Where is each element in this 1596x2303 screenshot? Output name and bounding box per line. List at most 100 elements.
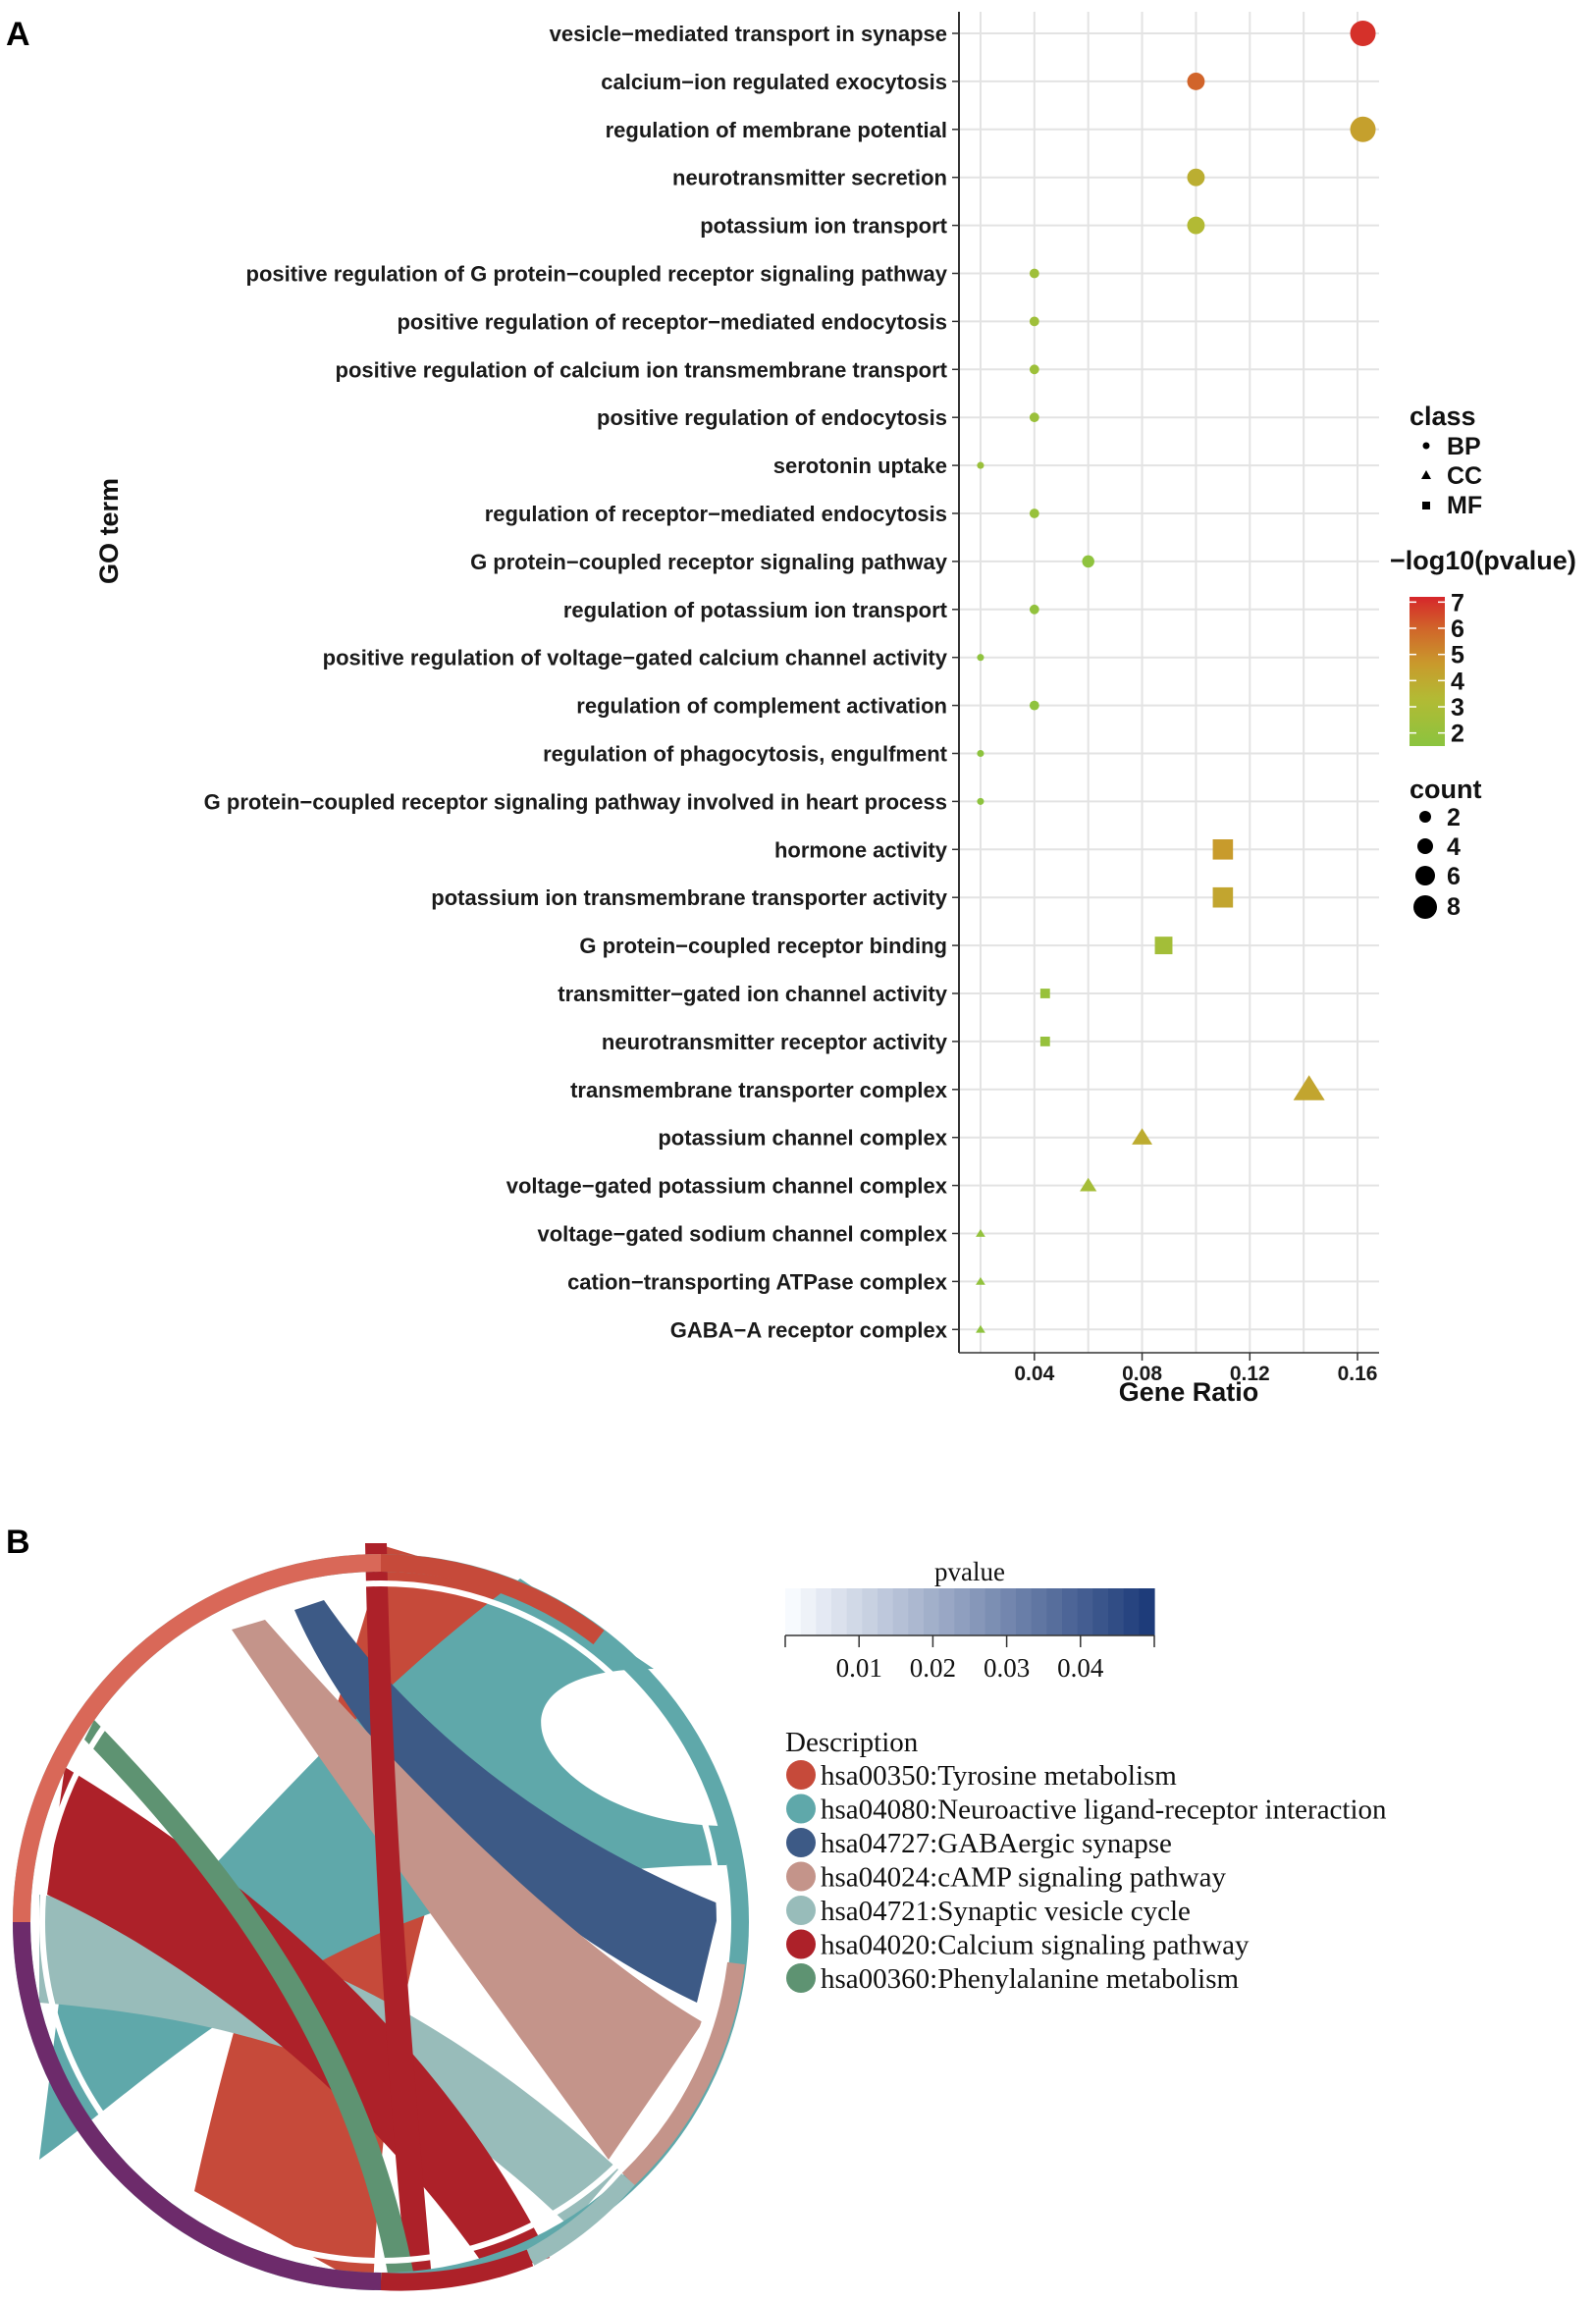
point-mf [1039, 1037, 1050, 1046]
pvalue-bar-segment [1062, 1588, 1079, 1635]
description-item-label: hsa00350:Tyrosine metabolism [821, 1760, 1177, 1792]
go-term-label: G protein−coupled receptor signaling pat… [204, 789, 947, 814]
description-item-label: hsa00360:Phenylalanine metabolism [821, 1963, 1240, 1995]
chord-camp-1 [232, 1620, 703, 2160]
pvalue-bar-segment [878, 1588, 894, 1635]
go-term-label: positive regulation of G protein−coupled… [246, 262, 948, 287]
go-term-label: regulation of receptor−mediated endocyto… [485, 502, 947, 526]
colorbar-tick-label: 6 [1451, 616, 1464, 643]
pvalue-bar-segment [1031, 1588, 1047, 1635]
pvalue-bar-segment [1046, 1588, 1063, 1635]
point-bp [1187, 168, 1205, 187]
description-swatch [786, 1828, 816, 1857]
class-legend-bp-symbol [1422, 442, 1430, 450]
go-term-label: transmembrane transporter complex [570, 1078, 948, 1102]
point-bp [1029, 364, 1039, 375]
point-bp [1082, 555, 1094, 568]
pvalue-bar-segment [862, 1588, 878, 1635]
pvalue-colorbar [1410, 597, 1445, 746]
go-term-label: serotonin uptake [773, 454, 947, 478]
go-term-label: positive regulation of receptor−mediated… [397, 309, 947, 334]
point-bp [1029, 268, 1039, 279]
pvalue-bar-segment [970, 1588, 986, 1635]
pvalue-tick-label: 0.02 [910, 1653, 956, 1683]
class-legend-title: class [1410, 402, 1476, 431]
point-cc [976, 1276, 985, 1285]
go-term-label: neurotransmitter secretion [672, 166, 947, 190]
x-tick-label: 0.04 [1014, 1363, 1054, 1385]
point-bp [1029, 412, 1039, 423]
description-swatch [786, 1896, 816, 1925]
sector-tyrosine [380, 1554, 605, 1645]
colorbar-tick-label: 5 [1451, 642, 1464, 669]
pvalue-bar-segment [938, 1588, 955, 1635]
vertical-gridlines [979, 12, 1359, 1353]
point-cc [1132, 1128, 1153, 1145]
point-bp [1187, 72, 1205, 90]
colorbar-tick-label: 3 [1451, 694, 1464, 722]
pvalue-bar-segment [984, 1588, 1001, 1635]
pvalue-bar-segment [892, 1588, 909, 1635]
description-swatch [786, 1794, 816, 1824]
chord-inner-ring [39, 1580, 722, 2264]
data-points [976, 21, 1376, 1333]
point-bp [977, 654, 984, 662]
point-mf [1154, 937, 1173, 955]
y-axis-term-labels: vesicle−mediated transport in synapse cal… [204, 22, 948, 1342]
point-cc [1080, 1177, 1097, 1192]
count-legend-2: 2 [1447, 804, 1461, 831]
class-legend-mf: MF [1447, 492, 1482, 519]
point-bp [1187, 216, 1205, 235]
go-term-label: regulation of phagocytosis, engulfment [543, 742, 948, 767]
colorbar-tick-label: 2 [1451, 721, 1464, 748]
count-legend-4: 4 [1447, 833, 1461, 861]
point-bp [977, 461, 984, 469]
plot-panel-background [959, 12, 1379, 1353]
go-term-label: regulation of membrane potential [606, 118, 947, 142]
x-axis-ticks: 0.04 0.08 0.12 0.16 [1014, 1353, 1377, 1385]
go-term-label: potassium ion transport [700, 214, 947, 239]
pvalue-bar-segment [846, 1588, 863, 1635]
go-term-label: G protein−coupled receptor binding [579, 934, 947, 958]
pvalue-bar-segment [1139, 1588, 1155, 1635]
point-bp [1350, 116, 1376, 142]
pvalue-bar-segment [800, 1588, 817, 1635]
go-term-label: positive regulation of endocytosis [597, 405, 947, 430]
point-bp [1029, 700, 1039, 711]
go-term-label: regulation of complement activation [576, 694, 947, 719]
pvalue-bar-segment [1092, 1588, 1109, 1635]
x-axis-title: Gene Ratio [1119, 1377, 1259, 1407]
panel-b-label: B [6, 1524, 30, 1561]
y-axis-title: GO term [94, 478, 124, 584]
pvalue-bar-segment [1077, 1588, 1093, 1635]
description-swatch [786, 1963, 816, 1993]
y-axis-ticks [952, 32, 959, 1331]
go-term-label: calcium−ion regulated exocytosis [601, 70, 947, 94]
go-term-label: hormone activity [774, 837, 948, 862]
description-swatch [786, 1929, 816, 1959]
point-mf [1039, 989, 1050, 998]
go-term-label: neurotransmitter receptor activity [602, 1030, 948, 1054]
description-swatch [786, 1760, 816, 1790]
description-swatch [786, 1861, 816, 1892]
description-item-label: hsa04024:cAMP signaling pathway [821, 1862, 1226, 1894]
chord-phenylalanine-1 [84, 1720, 416, 2290]
horizontal-gridlines [959, 32, 1379, 1331]
pvalue-tick-label: 0.03 [984, 1653, 1030, 1683]
pvalue-bar-segment [1108, 1588, 1125, 1635]
point-cc [976, 1229, 985, 1237]
description-item-label: hsa04727:GABAergic synapse [821, 1828, 1172, 1859]
count-legend-8: 8 [1447, 893, 1461, 921]
pvalue-bar-segment [954, 1588, 971, 1635]
go-term-label: cation−transporting ATPase complex [567, 1269, 948, 1294]
pvalue-color-bar [785, 1588, 1155, 1636]
count-legend-4-symbol [1417, 838, 1433, 854]
pvalue-bar-segment [1016, 1588, 1033, 1635]
count-legend-8-symbol [1413, 895, 1437, 919]
count-legend-title: count [1410, 775, 1482, 804]
go-dot-plot: vesicle−mediated transport in synapse cal… [94, 12, 1379, 1407]
x-tick-label: 0.16 [1338, 1363, 1378, 1385]
chord-legends: pvalue 0.01 0.02 0.03 0.04 Description hsa0… [784, 1557, 1387, 1995]
